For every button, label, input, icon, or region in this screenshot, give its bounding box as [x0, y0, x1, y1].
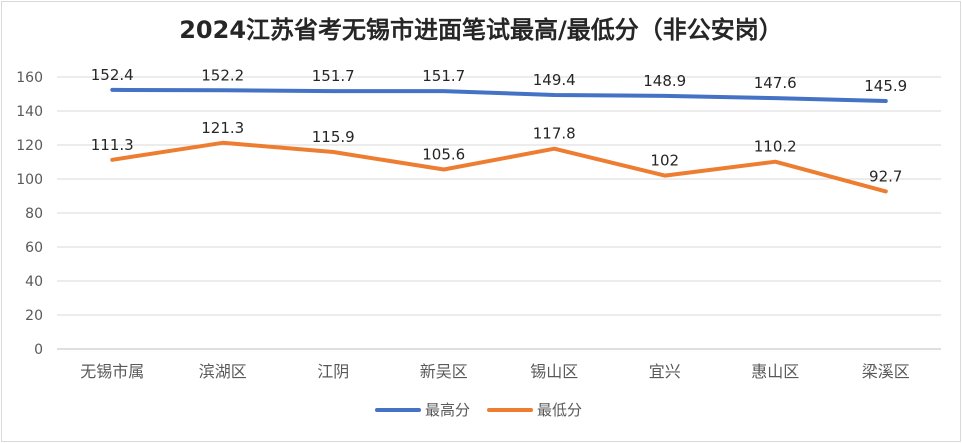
data-label: 152.2 [201, 66, 244, 84]
data-label: 115.9 [312, 128, 355, 146]
x-tick-label: 梁溪区 [862, 362, 910, 381]
x-tick-label: 惠山区 [751, 362, 799, 381]
x-tick-label: 锡山区 [530, 362, 578, 381]
series-line-1 [110, 87, 888, 103]
legend-label: 最低分 [537, 401, 582, 419]
data-label: 121.3 [201, 119, 244, 137]
data-label: 102 [650, 152, 679, 170]
data-label: 145.9 [864, 77, 907, 95]
x-tick-label: 滨湖区 [199, 362, 247, 381]
series-line-2 [110, 140, 888, 194]
y-tick-label: 20 [25, 308, 43, 324]
y-tick-label: 100 [16, 172, 43, 188]
y-tick-label: 140 [16, 104, 43, 120]
data-label: 151.7 [422, 67, 465, 85]
data-label: 92.7 [869, 167, 902, 185]
y-tick-label: 160 [16, 70, 43, 86]
x-tick-label: 无锡市属 [80, 362, 144, 381]
data-label: 148.9 [643, 72, 686, 90]
y-tick-label: 60 [25, 240, 43, 256]
y-tick-label: 40 [25, 274, 43, 290]
data-label: 147.6 [754, 74, 797, 92]
data-label: 111.3 [91, 136, 134, 154]
y-tick-label: 80 [25, 206, 43, 222]
legend-label: 最高分 [425, 401, 470, 419]
data-label: 152.4 [91, 66, 134, 84]
data-label: 151.7 [312, 67, 355, 85]
x-tick-label: 宜兴 [649, 362, 681, 381]
x-tick-label: 江阴 [317, 362, 349, 381]
data-label: 110.2 [754, 138, 797, 156]
data-label: 105.6 [422, 145, 465, 163]
chart-title: 2024江苏省考无锡市进面笔试最高/最低分（非公安岗） [179, 16, 783, 44]
y-tick-label: 0 [34, 342, 43, 358]
data-label: 149.4 [533, 71, 576, 89]
x-tick-label: 新吴区 [420, 362, 468, 381]
data-label: 117.8 [533, 125, 576, 143]
y-tick-label: 120 [16, 138, 43, 154]
